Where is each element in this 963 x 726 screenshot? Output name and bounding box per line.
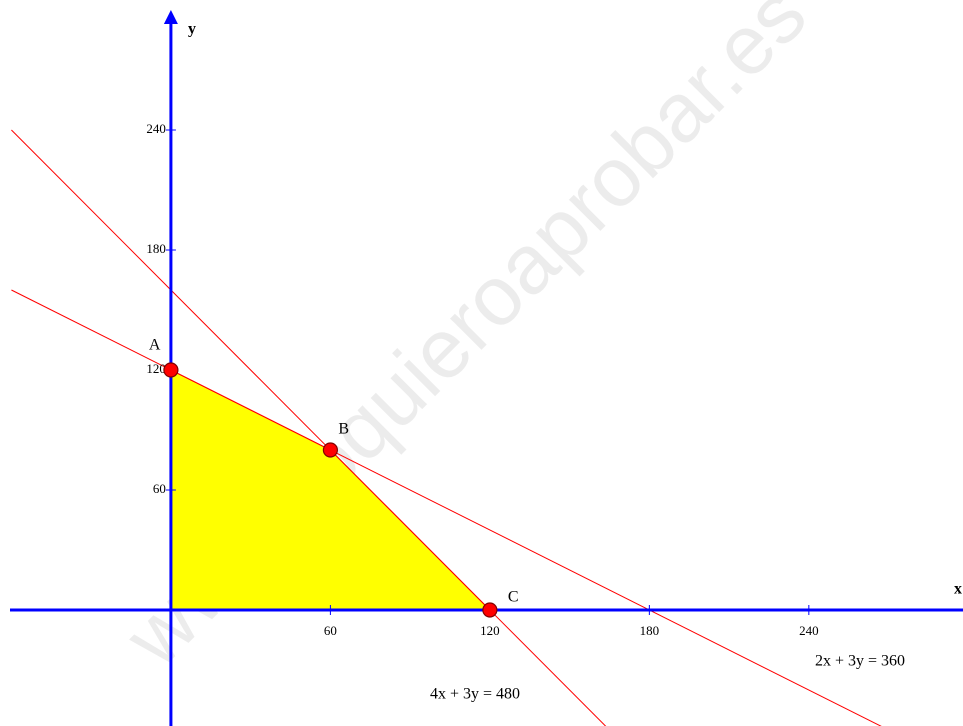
line-label: 4x + 3y = 480 <box>430 686 520 703</box>
x-tick-label: 120 <box>480 623 500 638</box>
vertex-label: C <box>508 589 519 606</box>
vertex-label: A <box>149 337 161 354</box>
vertex-point <box>482 602 498 618</box>
y-axis-arrow <box>163 10 178 24</box>
constraint-line <box>11 289 882 726</box>
x-tick-label: 240 <box>799 623 819 638</box>
y-tick-label: 60 <box>153 481 166 496</box>
x-tick-label: 60 <box>324 623 337 638</box>
line-label: 2x + 3y = 360 <box>815 653 905 670</box>
y-tick-label: 120 <box>146 361 166 376</box>
constraint-line <box>11 129 607 726</box>
y-tick-label: 180 <box>146 241 166 256</box>
vertex-point <box>322 442 338 458</box>
y-axis-label: y <box>188 21 196 38</box>
y-tick-label: 240 <box>146 121 166 136</box>
x-tick-label: 180 <box>640 623 660 638</box>
vertex-label: B <box>338 421 349 438</box>
vertex-point <box>163 362 179 378</box>
x-axis-label: x <box>954 581 962 598</box>
